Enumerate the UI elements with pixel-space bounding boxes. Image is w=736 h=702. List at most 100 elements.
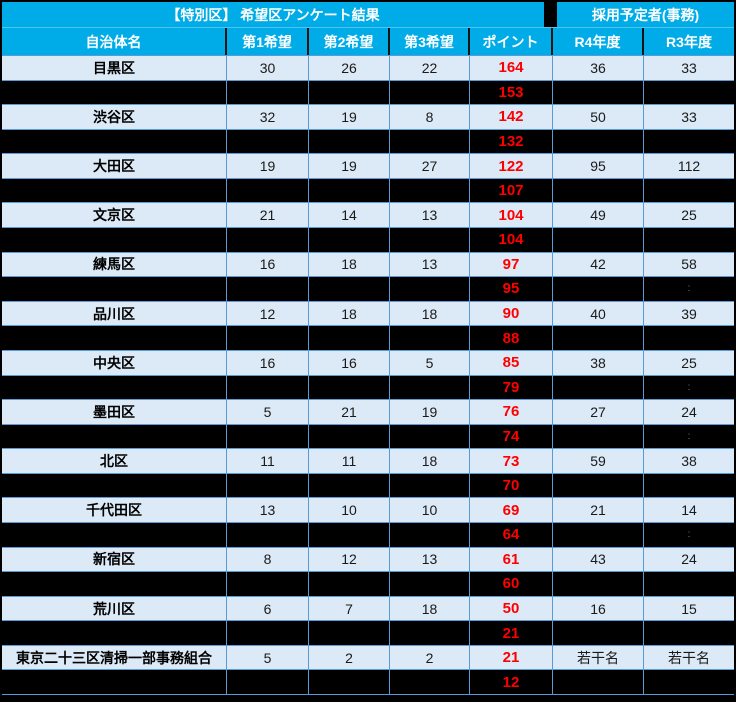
cell-r3 bbox=[644, 179, 734, 203]
cell-r3: 若干名 bbox=[668, 649, 710, 666]
cell-r4: 若干名 bbox=[553, 645, 644, 670]
cell-municipality: 品川区 bbox=[2, 301, 227, 326]
col-header-municipality: 自治体名 bbox=[2, 28, 227, 55]
cell-choice2 bbox=[309, 473, 390, 498]
title-divider bbox=[544, 2, 557, 27]
cell-choice1 bbox=[227, 621, 309, 645]
cell-r4 bbox=[553, 375, 644, 400]
cell-r3 bbox=[644, 326, 734, 350]
cell-choice1: 30 bbox=[227, 56, 309, 80]
cell-municipality bbox=[2, 178, 227, 203]
cell-point: 21 bbox=[470, 645, 553, 670]
cell-r4 bbox=[553, 80, 644, 105]
cell-choice3: 8 bbox=[390, 105, 470, 129]
cell-r3 bbox=[644, 670, 734, 694]
cell-r4: 42 bbox=[553, 252, 644, 277]
cell-choice2 bbox=[309, 326, 390, 350]
cell-r3: 33 bbox=[681, 59, 697, 76]
cell-r3 bbox=[644, 81, 734, 105]
cell-municipality: 墨田区 bbox=[2, 400, 227, 424]
cell-municipality: 文京区 bbox=[2, 203, 227, 228]
cell-r3: : bbox=[687, 381, 691, 393]
cell-choice1 bbox=[227, 228, 309, 252]
cell-municipality: 千代田区 bbox=[2, 498, 227, 522]
cell-point: 60 bbox=[470, 572, 553, 596]
cell-municipality: 目黒区 bbox=[2, 56, 227, 80]
cell-municipality: 荒川区 bbox=[2, 596, 227, 621]
cell-choice1 bbox=[227, 178, 309, 203]
table-body: 目黒区 30 26 22 164 36 33 153 渋谷区 32 19 8 142 50 33 132 大田区… bbox=[2, 56, 734, 696]
cell-r4: 50 bbox=[553, 105, 644, 129]
hidden-row: 21 bbox=[2, 621, 734, 646]
cell-choice3: 5 bbox=[390, 350, 470, 375]
table-row: 荒川区 6 7 18 50 16 15 bbox=[2, 596, 734, 622]
col-header-choice1: 第1希望 bbox=[227, 28, 309, 55]
cell-choice1: 16 bbox=[227, 252, 309, 277]
cell-municipality: 渋谷区 bbox=[2, 105, 227, 129]
cell-choice3 bbox=[390, 80, 470, 105]
cell-point: 153 bbox=[470, 80, 553, 105]
cell-choice2: 19 bbox=[309, 154, 390, 178]
cell-choice3 bbox=[390, 473, 470, 498]
cell-choice2 bbox=[309, 670, 390, 695]
cell-choice3 bbox=[390, 375, 470, 400]
cell-choice3: 13 bbox=[390, 547, 470, 572]
cell-choice2 bbox=[309, 572, 390, 596]
cell-municipality bbox=[2, 621, 227, 645]
cell-municipality: 大田区 bbox=[2, 154, 227, 178]
col-header-r3: R3年度 bbox=[644, 28, 734, 55]
cell-municipality: 北区 bbox=[2, 449, 227, 473]
cell-r4: 95 bbox=[553, 154, 644, 178]
cell-municipality bbox=[2, 670, 227, 695]
cell-point: 21 bbox=[470, 621, 553, 645]
cell-r3: : bbox=[687, 430, 691, 442]
cell-choice1: 6 bbox=[227, 596, 309, 621]
table-row: 大田区 19 19 27 122 95 112 bbox=[2, 154, 734, 179]
cell-municipality bbox=[2, 473, 227, 498]
cell-point: 88 bbox=[470, 326, 553, 350]
cell-choice3 bbox=[390, 326, 470, 350]
hidden-row: 88 bbox=[2, 326, 734, 351]
cell-choice1 bbox=[227, 522, 309, 547]
cell-r4 bbox=[553, 473, 644, 498]
cell-choice3 bbox=[390, 522, 470, 547]
cell-point: 104 bbox=[470, 228, 553, 252]
cell-r3: 39 bbox=[681, 305, 697, 322]
cell-choice1 bbox=[227, 129, 309, 154]
cell-choice3 bbox=[390, 670, 470, 695]
cell-choice1 bbox=[227, 277, 309, 301]
cell-r3: 58 bbox=[681, 256, 697, 273]
cell-choice1 bbox=[227, 473, 309, 498]
cell-choice2: 19 bbox=[309, 105, 390, 129]
cell-municipality bbox=[2, 572, 227, 596]
cell-choice2: 18 bbox=[309, 252, 390, 277]
cell-r4 bbox=[553, 277, 644, 301]
cell-point: 85 bbox=[470, 350, 553, 375]
cell-r3: 14 bbox=[681, 502, 697, 519]
cell-choice2: 2 bbox=[309, 645, 390, 670]
cell-choice3: 22 bbox=[390, 56, 470, 80]
hidden-row: 95: bbox=[2, 277, 734, 302]
cell-municipality bbox=[2, 129, 227, 154]
cell-choice1: 5 bbox=[227, 645, 309, 670]
cell-r4: 21 bbox=[553, 498, 644, 522]
col-header-r4: R4年度 bbox=[553, 28, 644, 55]
cell-municipality bbox=[2, 80, 227, 105]
cell-point: 164 bbox=[470, 56, 553, 80]
cell-choice2 bbox=[309, 375, 390, 400]
cell-choice3 bbox=[390, 424, 470, 449]
cell-point: 76 bbox=[470, 400, 553, 424]
cell-choice1: 16 bbox=[227, 350, 309, 375]
hidden-row: 79: bbox=[2, 375, 734, 401]
cell-choice3: 27 bbox=[390, 154, 470, 178]
table-row: 品川区 12 18 18 90 40 39 bbox=[2, 301, 734, 327]
cell-r4: 43 bbox=[553, 547, 644, 572]
cell-choice2 bbox=[309, 129, 390, 154]
table-row: 墨田区 5 21 19 76 27 24 bbox=[2, 400, 734, 425]
cell-r4 bbox=[553, 572, 644, 596]
cell-choice2 bbox=[309, 277, 390, 301]
cell-municipality bbox=[2, 424, 227, 449]
cell-municipality: 東京二十三区清掃一部事務組合 bbox=[2, 645, 227, 670]
cell-choice2 bbox=[309, 178, 390, 203]
table-row: 文京区 21 14 13 104 49 25 bbox=[2, 203, 734, 229]
